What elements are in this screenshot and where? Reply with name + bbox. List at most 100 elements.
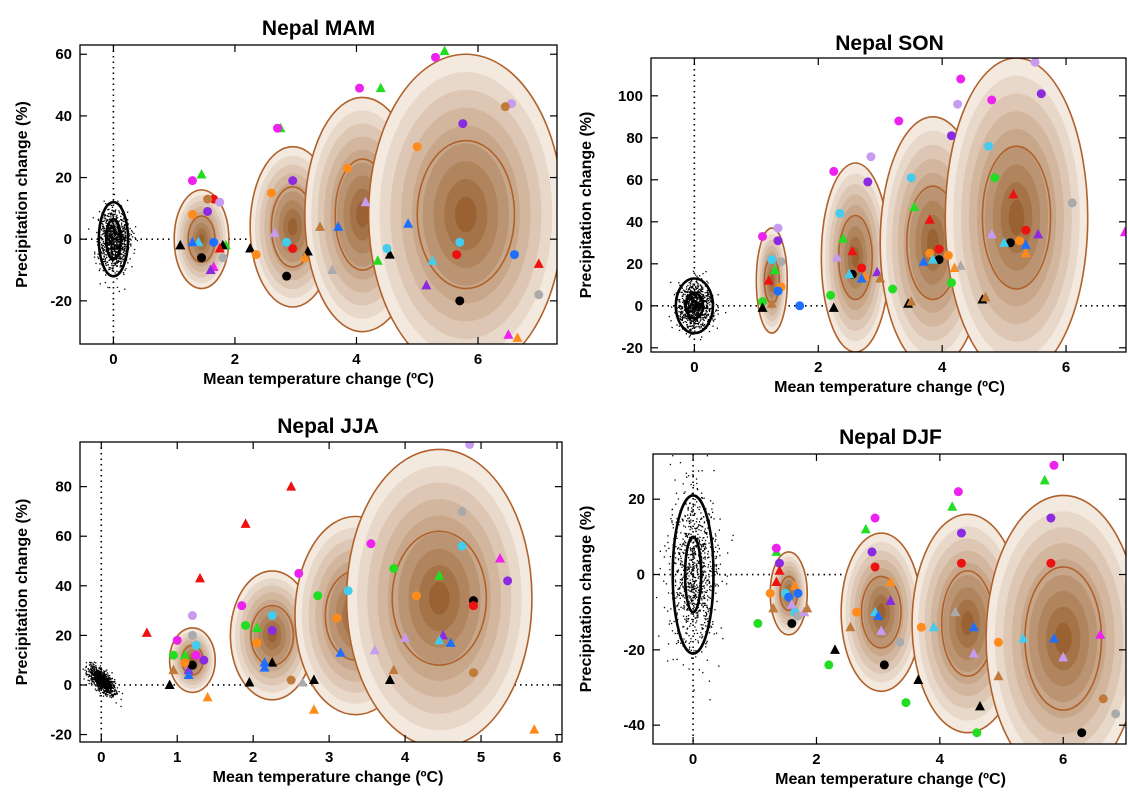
cloud-point <box>692 588 694 591</box>
cloud-point <box>667 535 669 537</box>
cloud-point <box>672 455 674 457</box>
cloud-point <box>115 236 117 239</box>
cloud-point <box>129 238 131 240</box>
cloud-point <box>133 252 135 254</box>
cloud-point <box>110 681 112 683</box>
cloud-point <box>103 676 105 679</box>
cloud-point <box>718 567 720 570</box>
cloud-point <box>679 315 681 318</box>
cloud-point <box>713 469 715 472</box>
cloud-point <box>715 535 717 537</box>
cloud-point <box>709 586 711 588</box>
cloud-point <box>123 229 125 232</box>
cloud-point <box>689 525 692 528</box>
cloud-point <box>97 683 99 686</box>
marker-circle <box>355 83 365 93</box>
cloud-point <box>688 306 691 308</box>
cloud-point <box>692 474 694 476</box>
cloud-point <box>103 692 105 694</box>
cloud-point <box>85 661 88 664</box>
cloud-point <box>690 322 693 325</box>
cloud-point <box>683 492 685 494</box>
cloud-point <box>108 224 111 227</box>
cloud-point <box>691 549 694 551</box>
marker-triangle <box>844 268 855 279</box>
cloud-point <box>106 695 108 698</box>
marker-triangle <box>913 674 924 684</box>
cloud-point <box>96 231 98 234</box>
cloud-point <box>681 297 684 300</box>
cloud-point <box>90 678 92 681</box>
cloud-point <box>717 313 719 315</box>
cloud-point <box>113 235 115 238</box>
cloud-point <box>696 617 698 619</box>
cloud-point <box>682 564 684 566</box>
cloud-point <box>107 679 109 681</box>
cloud-point <box>124 269 126 271</box>
cloud-point <box>705 309 707 311</box>
cloud-point <box>695 622 697 624</box>
cloud-point <box>679 555 682 557</box>
cloud-point <box>691 569 693 571</box>
cloud-point <box>709 297 711 299</box>
cloud-point <box>700 290 702 293</box>
marker-circle <box>901 698 911 708</box>
cloud-point <box>695 587 698 590</box>
cloud-point <box>111 677 114 680</box>
cloud-point <box>717 544 719 546</box>
cloud-point <box>704 531 706 533</box>
cloud-point <box>695 308 697 310</box>
cloud-point <box>693 514 696 516</box>
cloud-point <box>706 532 708 534</box>
cloud-point <box>110 244 113 246</box>
cloud-point <box>102 226 105 228</box>
cloud-point <box>709 308 711 310</box>
y-tick-label: 80 <box>55 479 72 496</box>
cloud-point <box>684 317 686 319</box>
cloud-point <box>687 291 689 293</box>
cloud-point <box>709 561 711 563</box>
cloud-point <box>690 302 693 305</box>
cloud-point <box>101 237 103 240</box>
marker-circle <box>771 543 781 553</box>
cloud-point <box>715 568 718 570</box>
marker-circle <box>412 142 422 152</box>
cloud-point <box>691 309 693 311</box>
cloud-point <box>696 632 699 635</box>
cloud-point <box>694 307 697 309</box>
cloud-point <box>121 692 124 695</box>
cloud-point <box>112 694 115 696</box>
cloud-point <box>701 634 703 636</box>
cloud-point <box>700 326 703 328</box>
cloud-point <box>113 690 116 692</box>
cloud-point <box>693 609 695 611</box>
cloud-point <box>690 287 693 289</box>
cloud-point <box>697 306 699 309</box>
series-brown <box>766 273 991 308</box>
cloud-point <box>707 553 709 555</box>
cloud-point <box>690 599 692 601</box>
cloud-point <box>671 521 673 524</box>
cloud-point <box>694 552 697 555</box>
cloud-point <box>676 571 679 573</box>
cloud-point <box>690 286 692 288</box>
cloud-point <box>699 309 701 311</box>
cloud-point <box>92 679 94 681</box>
cloud-point <box>112 254 115 256</box>
cloud-point <box>688 287 691 289</box>
cloud-point <box>114 211 116 213</box>
cloud-point <box>699 275 701 277</box>
cloud-point <box>682 576 684 579</box>
cloud-point <box>112 687 114 689</box>
cloud-point <box>96 676 99 678</box>
cloud-point <box>91 673 93 676</box>
cloud-point <box>127 262 129 264</box>
cloud-point <box>659 567 661 570</box>
ellipse-inner-contour <box>391 530 488 666</box>
cloud-point <box>700 288 702 290</box>
cloud-point <box>709 295 711 298</box>
cloud-point <box>717 294 719 296</box>
cloud-point <box>114 255 117 257</box>
cloud-point <box>700 304 702 307</box>
